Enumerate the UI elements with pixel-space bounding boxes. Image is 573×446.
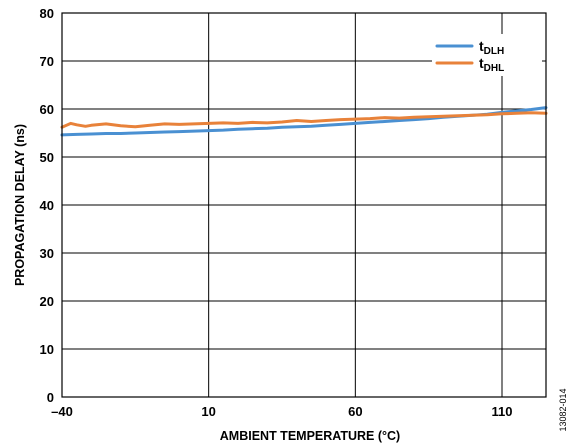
y-tick-labels: 0 10 20 30 40 50 60 70 80	[40, 6, 54, 405]
y-tick-label: 0	[47, 390, 54, 405]
y-tick-label: 80	[40, 6, 54, 21]
y-tick-label: 30	[40, 246, 54, 261]
y-tick-label: 70	[40, 54, 54, 69]
x-tick-label: 10	[201, 404, 215, 419]
legend-background	[432, 34, 542, 76]
series-line-dhl	[60, 111, 548, 129]
x-axis-title: AMBIENT TEMPERATURE (°C)	[220, 429, 400, 443]
series-lines	[60, 106, 548, 137]
legend-label: tDLH	[479, 38, 504, 57]
legend-label: tDHL	[479, 55, 504, 74]
y-tick-label: 10	[40, 342, 54, 357]
y-tick-label: 40	[40, 198, 54, 213]
plot-frame	[61, 12, 547, 398]
x-tick-label: –40	[51, 404, 73, 419]
x-tick-label: 110	[492, 404, 513, 419]
y-tick-label: 60	[40, 102, 54, 117]
y-tick-label: 20	[40, 294, 54, 309]
x-tick-labels: –40 10 60 110	[51, 404, 512, 419]
figure-id: 13082-014	[558, 388, 568, 431]
x-tick-label: 60	[348, 404, 362, 419]
y-axis-title: PROPAGATION DELAY (ns)	[13, 124, 27, 286]
y-tick-label: 50	[40, 150, 54, 165]
